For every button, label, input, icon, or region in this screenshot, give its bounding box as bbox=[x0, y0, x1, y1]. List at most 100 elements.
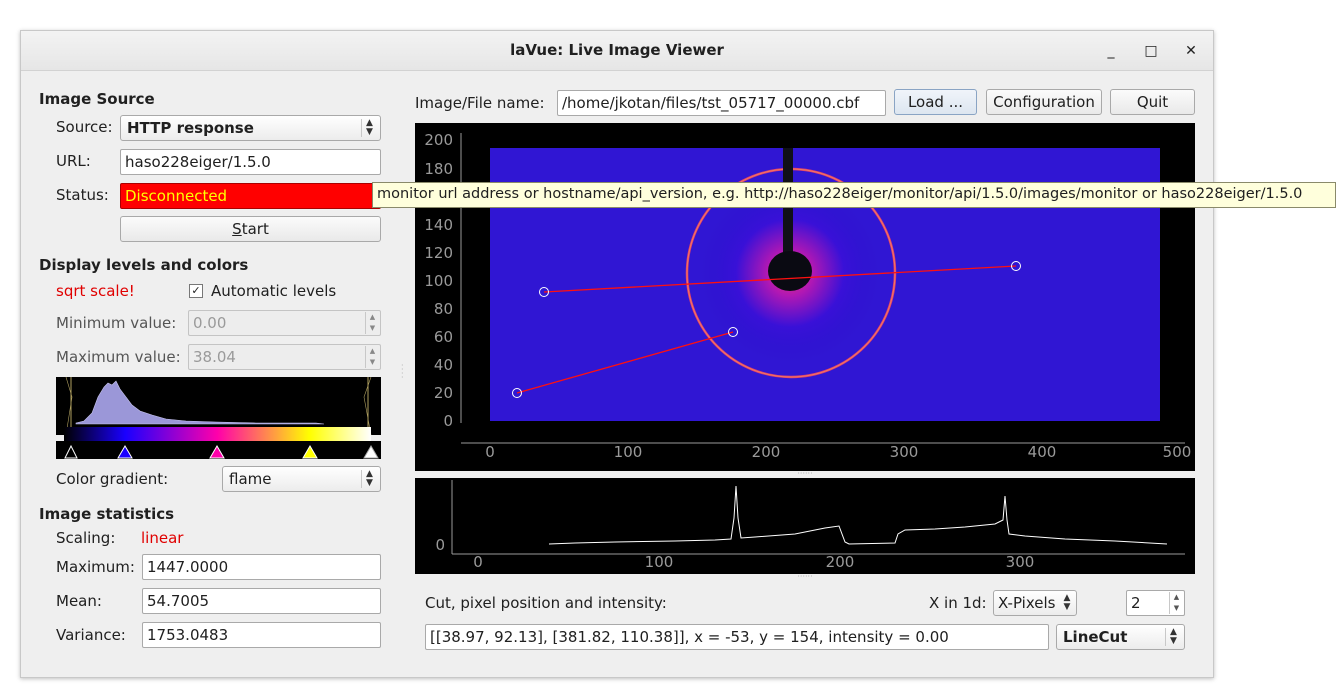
image-source-heading: Image Source bbox=[39, 90, 155, 108]
image-plot[interactable]: 200 180 160 140 120 100 80 60 40 20 0 0 … bbox=[415, 123, 1195, 471]
gradient-stop-blue[interactable] bbox=[117, 445, 133, 459]
variance-field: 1753.0483 bbox=[142, 622, 381, 648]
gradient-stop-yellow[interactable] bbox=[302, 445, 318, 459]
y-tick: 0 bbox=[443, 412, 453, 430]
maximize-button[interactable]: □ bbox=[1144, 43, 1158, 59]
quit-button[interactable]: Quit bbox=[1110, 89, 1195, 115]
y-tick: 20 bbox=[434, 384, 453, 402]
max-value-input[interactable]: 38.04 ▲ ▼ bbox=[188, 344, 381, 370]
x-tick: 100 bbox=[645, 553, 674, 571]
x-tick: 200 bbox=[826, 553, 855, 571]
histogram-gradient-editor[interactable] bbox=[56, 376, 381, 459]
x-in-1d-value: X-Pixels bbox=[998, 594, 1056, 612]
combo-arrows-icon: ▲ ▼ bbox=[361, 119, 377, 137]
cut-index-value: 2 bbox=[1131, 594, 1141, 612]
histogram-svg bbox=[56, 376, 381, 459]
title-bar: laVue: Live Image Viewer _ □ ✕ bbox=[21, 31, 1213, 71]
cut-handle[interactable] bbox=[539, 287, 549, 297]
load-button[interactable]: Load ... bbox=[894, 89, 977, 115]
y-tick: 80 bbox=[434, 300, 453, 318]
status-label: Status: bbox=[56, 186, 109, 204]
x-in-1d-combo[interactable]: X-Pixels ▲ ▼ bbox=[993, 590, 1077, 616]
x-axis-ticks: 0 100 200 300 400 500 bbox=[485, 443, 1191, 461]
y-tick: 60 bbox=[434, 328, 453, 346]
splitter-handle[interactable]: ······ bbox=[797, 572, 813, 581]
url-tooltip: monitor url address or hostname/api_vers… bbox=[372, 182, 1336, 208]
y-tick: 40 bbox=[434, 356, 453, 374]
x-in-1d-label: X in 1d: bbox=[929, 594, 987, 612]
minimize-button[interactable]: _ bbox=[1107, 43, 1115, 59]
display-levels-heading: Display levels and colors bbox=[39, 256, 249, 274]
auto-levels-label: Automatic levels bbox=[211, 282, 337, 300]
min-value-input[interactable]: 0.00 ▲ ▼ bbox=[188, 310, 381, 336]
color-gradient-value: flame bbox=[229, 470, 272, 488]
close-button[interactable]: ✕ bbox=[1185, 43, 1197, 59]
line-cut-2[interactable] bbox=[516, 331, 734, 394]
file-name-label: Image/File name: bbox=[415, 94, 545, 112]
spin-arrows-icon: ▲ ▼ bbox=[365, 346, 379, 368]
auto-levels-checkbox[interactable]: ✓ bbox=[189, 284, 203, 298]
combo-arrows-icon: ▲ ▼ bbox=[361, 470, 377, 488]
cut-handle[interactable] bbox=[728, 327, 738, 337]
window-title: laVue: Live Image Viewer bbox=[510, 41, 724, 59]
cut-plot[interactable]: 0 0 100 200 300 bbox=[415, 478, 1195, 574]
color-gradient-combo[interactable]: flame ▲ ▼ bbox=[222, 466, 381, 492]
file-name-input[interactable]: /home/jkotan/files/tst_05717_00000.cbf bbox=[557, 90, 886, 116]
x-tick: 100 bbox=[614, 443, 643, 461]
status-field: Disconnected bbox=[120, 183, 381, 209]
combo-arrows-icon: ▲ ▼ bbox=[1165, 628, 1181, 646]
spin-arrows-icon: ▲ ▼ bbox=[365, 312, 379, 334]
line-cut-1[interactable] bbox=[543, 265, 1017, 293]
combo-arrows-icon: ▲ ▼ bbox=[1063, 593, 1071, 612]
gradient-stop-magenta[interactable] bbox=[209, 445, 225, 459]
x-tick: 500 bbox=[1163, 443, 1192, 461]
splitter-handle[interactable]: ······ bbox=[797, 469, 813, 478]
y-tick: 100 bbox=[424, 272, 453, 290]
x-tick: 300 bbox=[890, 443, 919, 461]
x-tick: 0 bbox=[473, 553, 483, 571]
x-tick: 300 bbox=[1006, 553, 1035, 571]
y-tick: 0 bbox=[435, 536, 445, 554]
start-button-rest: tart bbox=[241, 220, 269, 238]
scaling-value: linear bbox=[141, 529, 184, 547]
sqrt-scale-note: sqrt scale! bbox=[56, 282, 135, 300]
cut-plot-svg: 0 0 100 200 300 bbox=[435, 480, 1185, 571]
max-value-label: Maximum value: bbox=[56, 348, 181, 366]
gradient-stop-white[interactable] bbox=[363, 445, 379, 459]
intensity-profile-line bbox=[548, 485, 1168, 545]
cut-index-spinbox[interactable]: 2 ▲ ▼ bbox=[1126, 590, 1185, 616]
source-combo[interactable]: HTTP response ▲ ▼ bbox=[120, 115, 381, 141]
scaling-label: Scaling: bbox=[56, 529, 116, 547]
cut-handle[interactable] bbox=[1011, 261, 1021, 271]
source-value: HTTP response bbox=[127, 119, 254, 137]
variance-label: Variance: bbox=[56, 626, 126, 644]
y-tick: 120 bbox=[424, 244, 453, 262]
x-tick: 0 bbox=[485, 443, 495, 461]
url-label: URL: bbox=[56, 152, 91, 170]
spin-arrows-icon: ▲ ▼ bbox=[1169, 592, 1183, 614]
mean-label: Mean: bbox=[56, 592, 102, 610]
image-plot-svg: 200 180 160 140 120 100 80 60 40 20 0 0 … bbox=[424, 131, 1191, 461]
min-value-text: 0.00 bbox=[193, 314, 227, 332]
cut-info-field: [[38.97, 92.13], [381.82, 110.38]], x = … bbox=[425, 624, 1049, 650]
x-tick: 200 bbox=[752, 443, 781, 461]
y-axis-ticks: 200 180 160 140 120 100 80 60 40 20 0 bbox=[424, 131, 453, 430]
cut-label: Cut, pixel position and intensity: bbox=[425, 594, 667, 612]
y-tick: 200 bbox=[424, 131, 453, 149]
max-value-text: 38.04 bbox=[193, 348, 236, 366]
x-tick: 400 bbox=[1028, 443, 1057, 461]
cut-mode-value: LineCut bbox=[1063, 628, 1128, 646]
cut-mode-combo[interactable]: LineCut ▲ ▼ bbox=[1056, 624, 1185, 650]
y-tick: 140 bbox=[424, 216, 453, 234]
gradient-stop-black[interactable] bbox=[64, 444, 78, 459]
configuration-button[interactable]: Configuration bbox=[986, 89, 1102, 115]
splitter-handle[interactable]: · · · · bbox=[401, 361, 404, 382]
mean-field: 54.7005 bbox=[142, 588, 381, 614]
start-button[interactable]: Start bbox=[120, 216, 381, 242]
source-label: Source: bbox=[56, 118, 113, 136]
y-tick: 180 bbox=[424, 160, 453, 178]
url-input[interactable]: haso228eiger/1.5.0 bbox=[120, 149, 381, 175]
cut-handle[interactable] bbox=[512, 388, 522, 398]
color-gradient-label: Color gradient: bbox=[56, 470, 169, 488]
image-statistics-heading: Image statistics bbox=[39, 505, 175, 523]
